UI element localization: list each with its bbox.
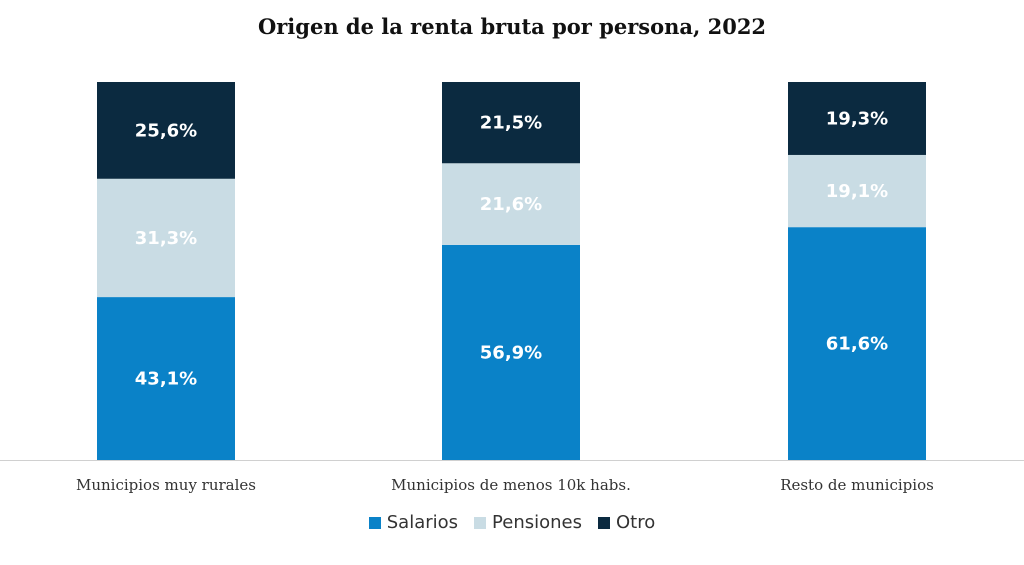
data-label-salarios-2: 56,9% (480, 342, 542, 363)
legend-item-otro: Otro (597, 512, 656, 533)
data-label-pensiones-3: 19,1% (826, 181, 888, 202)
x-tick-label-3: Resto de municipios (780, 476, 934, 494)
legend-swatch-salarios (368, 516, 381, 529)
data-label-otro-2: 21,5% (480, 113, 542, 134)
legend-label-salarios: Salarios (386, 512, 459, 533)
bar-pensiones-1 (97, 178, 235, 298)
data-label-pensiones-2: 21,6% (480, 194, 542, 215)
data-label-otro-1: 25,6% (135, 120, 197, 141)
data-label-salarios-3: 61,6% (826, 334, 888, 355)
data-label-otro-3: 19,3% (826, 108, 888, 129)
legend-item-pensiones: Pensiones (474, 512, 582, 533)
x-tick-label-2: Municipios de menos 10k habs. (391, 476, 631, 494)
bar-otro-2 (442, 82, 580, 164)
legend-swatch-pensiones (474, 516, 487, 529)
bar-pensiones-3 (788, 154, 926, 228)
legend-label-otro: Otro (615, 512, 656, 533)
bar-salarios-1 (97, 297, 235, 460)
legend-label-pensiones: Pensiones (492, 512, 582, 533)
bar-otro-1 (97, 82, 235, 179)
bar-otro-3 (788, 82, 926, 155)
data-label-pensiones-1: 31,3% (135, 228, 197, 249)
bar-salarios-2 (442, 244, 580, 460)
chart-title: Origen de la renta bruta por persona, 20… (257, 14, 767, 39)
x-tick-label-1: Municipios muy rurales (76, 476, 256, 494)
stacked-bar-chart: 43,1% 31,3% 25,6% Municipios muy rurales 56,… (0, 82, 1024, 494)
legend-swatch-otro (597, 516, 610, 529)
data-label-salarios-1: 43,1% (135, 369, 197, 390)
bar-salarios-3 (788, 227, 926, 460)
legend: Salarios Pensiones Otro (0, 512, 1024, 533)
bar-pensiones-2 (442, 163, 580, 245)
legend-item-salarios: Salarios (368, 512, 459, 533)
